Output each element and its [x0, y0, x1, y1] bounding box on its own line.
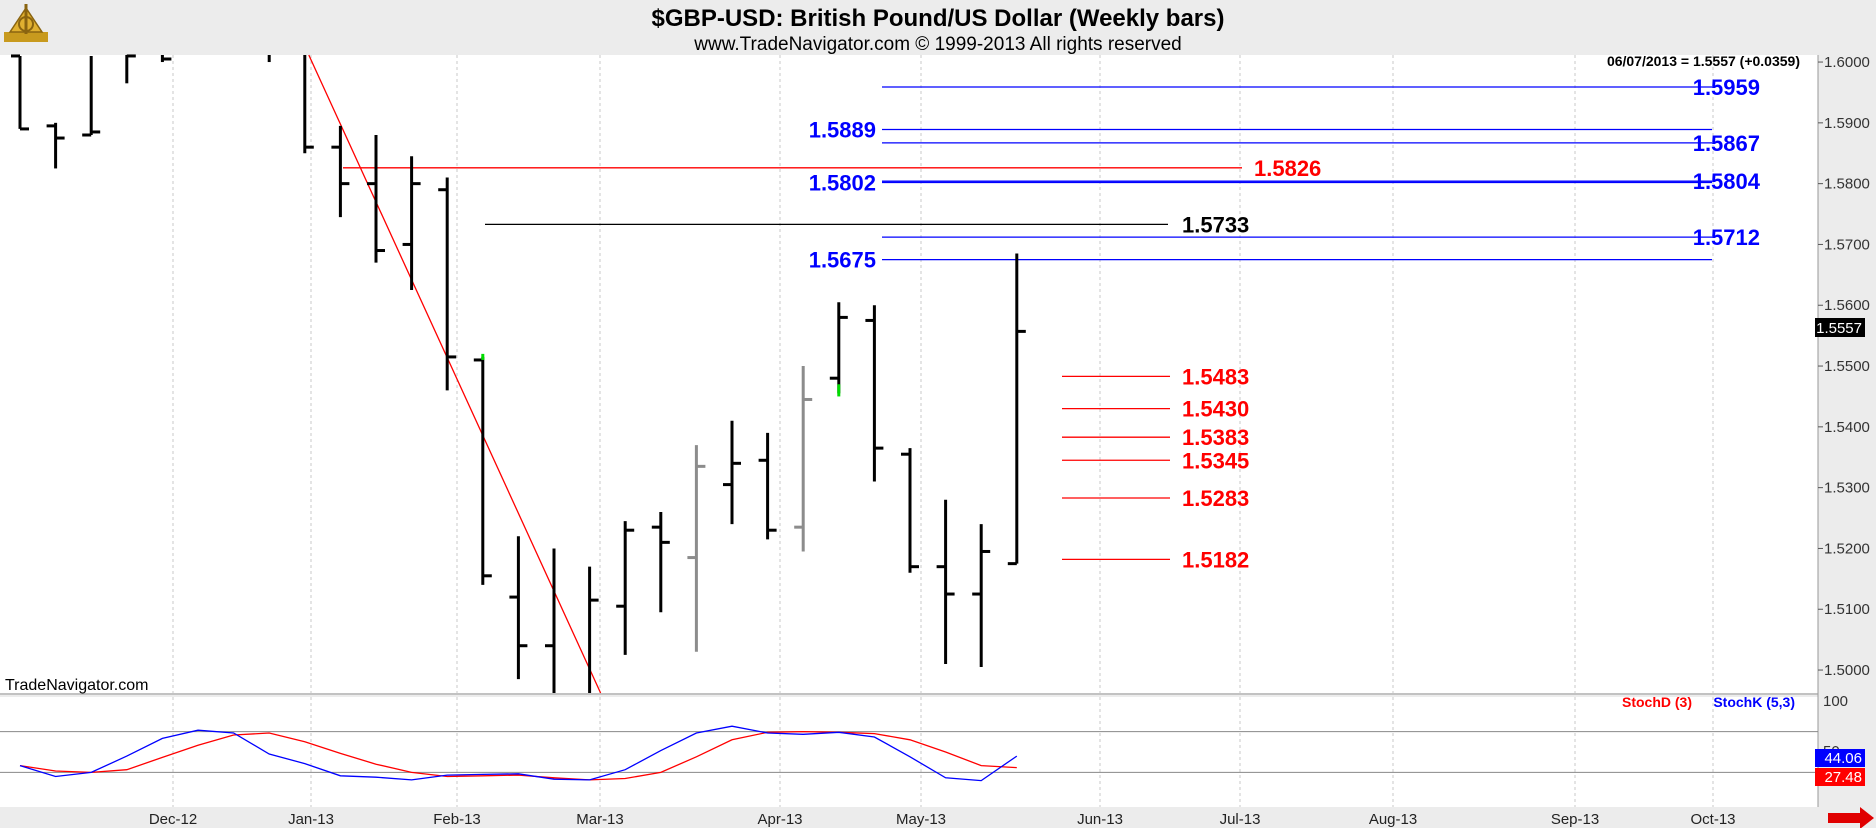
- x-tick-Dec-12: Dec-12: [149, 811, 197, 828]
- y-tick-1.5700: 1.5700: [1824, 236, 1870, 253]
- x-tick-Jun-13: Jun-13: [1077, 811, 1123, 828]
- y-tick-1.6000: 1.6000: [1824, 54, 1870, 71]
- x-tick-Oct-13: Oct-13: [1690, 811, 1735, 828]
- y-tick-1.5000: 1.5000: [1824, 662, 1870, 679]
- y-tick-1.5200: 1.5200: [1824, 540, 1870, 557]
- stochastic-panel: [0, 697, 1818, 807]
- watermark-text: TradeNavigator.com: [5, 677, 148, 694]
- price-bars: [11, 54, 1026, 693]
- y-tick-1.5500: 1.5500: [1824, 358, 1870, 375]
- y-tick-1.5900: 1.5900: [1824, 115, 1870, 132]
- level-label-1.5889: 1.5889: [809, 118, 876, 143]
- stochd-value-label: 27.48: [1824, 769, 1862, 786]
- grid: [172, 55, 1714, 807]
- copyright-text: www.TradeNavigator.com © 1999-2013 All r…: [693, 34, 1181, 55]
- scroll-arrow-icon[interactable]: [1828, 807, 1874, 828]
- y-tick-1.5400: 1.5400: [1824, 419, 1870, 436]
- stochk-value-label: 44.06: [1824, 750, 1862, 767]
- level-label-1.5802: 1.5802: [809, 170, 876, 195]
- stochd-legend: StochD (3): [1622, 694, 1692, 710]
- last-price-marker: 1.5557: [1815, 318, 1865, 337]
- quote-label: 06/07/2013 = 1.5557 (+0.0359): [1607, 53, 1800, 69]
- level-label-1.5712: 1.5712: [1693, 225, 1760, 250]
- stochk-legend: StochK (5,3): [1713, 694, 1795, 710]
- level-label-1.5867: 1.5867: [1693, 131, 1760, 156]
- logo-icon: [4, 4, 48, 42]
- level-label-1.5283: 1.5283: [1182, 486, 1249, 511]
- level-label-1.5345: 1.5345: [1182, 448, 1249, 473]
- x-tick-Sep-13: Sep-13: [1551, 811, 1599, 828]
- level-lines: 1.5959 1.5889 1.5867 1.5826 1.5802 1.5804 1.57…: [343, 75, 1761, 572]
- level-label-1.5430: 1.5430: [1182, 397, 1249, 422]
- level-label-1.5383: 1.5383: [1182, 425, 1249, 450]
- stochd-value-marker: 27.48: [1815, 768, 1865, 786]
- stoch-line-StochK (5,3): [19, 725, 1018, 782]
- x-tick-Jul-13: Jul-13: [1220, 811, 1261, 828]
- stoch-tick-100: 100: [1823, 693, 1848, 710]
- level-label-1.5675: 1.5675: [809, 248, 876, 273]
- stochastic-lines: [0, 725, 1818, 782]
- x-tick-Apr-13: Apr-13: [757, 811, 802, 828]
- x-tick-Feb-13: Feb-13: [433, 811, 481, 828]
- level-label-1.5826: 1.5826: [1254, 156, 1321, 181]
- x-tick-Mar-13: Mar-13: [576, 811, 624, 828]
- stoch-line-StochD (3): [19, 730, 1017, 781]
- level-label-1.5733: 1.5733: [1182, 212, 1249, 237]
- x-tick-Aug-13: Aug-13: [1369, 811, 1417, 828]
- time-axis: Dec-12 Jan-13 Feb-13 Mar-13 Apr-13 May-13 Jun-…: [149, 811, 1736, 828]
- x-tick-May-13: May-13: [896, 811, 946, 828]
- chart-title: $GBP-USD: British Pound/US Dollar (Weekl…: [652, 5, 1225, 32]
- y-tick-1.5100: 1.5100: [1824, 601, 1870, 618]
- level-label-1.5959: 1.5959: [1693, 75, 1760, 100]
- trendline: [308, 54, 602, 694]
- level-label-1.5804: 1.5804: [1693, 169, 1761, 194]
- level-label-1.5483: 1.5483: [1182, 364, 1249, 389]
- x-tick-Jan-13: Jan-13: [288, 811, 334, 828]
- last-price-label: 1.5557: [1816, 320, 1862, 337]
- y-tick-1.5800: 1.5800: [1824, 176, 1870, 193]
- y-tick-1.5600: 1.5600: [1824, 297, 1870, 314]
- trendline-layer: [308, 54, 602, 694]
- price-axis: 1.6000 1.5900 1.5800 1.5700 1.5600 1.5500 1.54…: [1818, 54, 1870, 679]
- level-label-1.5182: 1.5182: [1182, 547, 1249, 572]
- price-panel: [0, 55, 1818, 693]
- y-tick-1.5300: 1.5300: [1824, 480, 1870, 497]
- stochk-value-marker: 44.06: [1815, 749, 1865, 767]
